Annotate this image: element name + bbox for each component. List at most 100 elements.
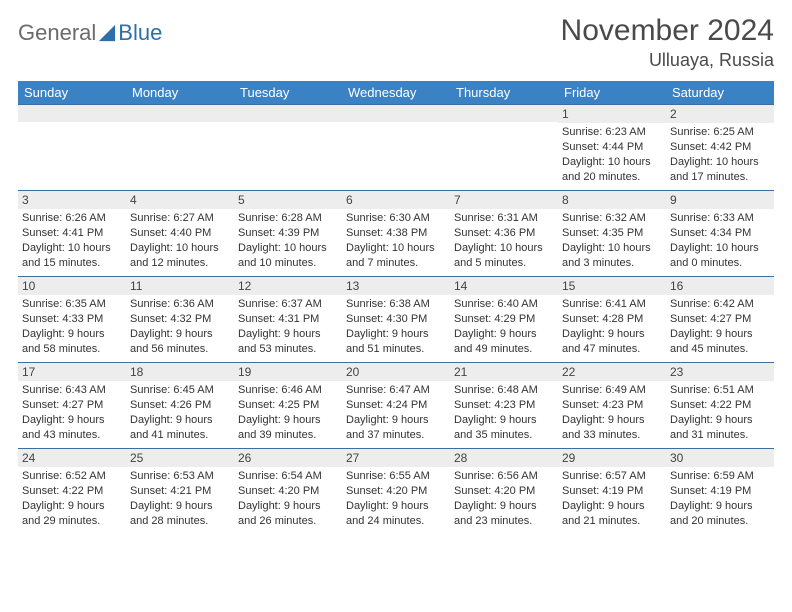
calendar-day-cell: 22 Sunrise: 6:49 AMSunset: 4:23 PMDayligh…	[558, 363, 666, 449]
sunrise-text: Sunrise: 6:59 AM	[670, 469, 770, 484]
daylight-text: Daylight: 10 hours and 17 minutes.	[670, 155, 770, 185]
calendar-week-row: 3Sunrise: 6:26 AMSunset: 4:41 PMDaylight…	[18, 191, 774, 277]
sunrise-text: Sunrise: 6:33 AM	[670, 211, 770, 226]
sunrise-text: Sunrise: 6:32 AM	[562, 211, 662, 226]
location-label: Ulluaya, Russia	[561, 50, 774, 71]
daylight-text: Daylight: 9 hours and 26 minutes.	[238, 499, 338, 529]
daylight-text: Daylight: 10 hours and 7 minutes.	[346, 241, 446, 271]
sunrise-text: Sunrise: 6:36 AM	[130, 297, 230, 312]
sunset-text: Sunset: 4:29 PM	[454, 312, 554, 327]
sunrise-text: Sunrise: 6:52 AM	[22, 469, 122, 484]
day-number	[18, 105, 126, 122]
calendar-day-cell: 17Sunrise: 6:43 AMSunset: 4:27 PMDayligh…	[18, 363, 126, 449]
sunset-text: Sunset: 4:35 PM	[562, 226, 662, 241]
day-number: 20	[342, 363, 450, 381]
calendar-day-cell: 12Sunrise: 6:37 AMSunset: 4:31 PMDayligh…	[234, 277, 342, 363]
weekday-header: Sunday	[18, 81, 126, 105]
day-number: 22	[558, 363, 666, 381]
daylight-text: Daylight: 9 hours and 28 minutes.	[130, 499, 230, 529]
day-number: 15	[558, 277, 666, 295]
day-details: Sunrise: 6:46 AMSunset: 4:25 PMDaylight:…	[234, 381, 342, 446]
sunset-text: Sunset: 4:20 PM	[238, 484, 338, 499]
daylight-text: Daylight: 9 hours and 45 minutes.	[670, 327, 770, 357]
day-details: Sunrise: 6:53 AMSunset: 4:21 PMDaylight:…	[126, 467, 234, 532]
day-details: Sunrise: 6:59 AMSunset: 4:19 PMDaylight:…	[666, 467, 774, 532]
daylight-text: Daylight: 10 hours and 5 minutes.	[454, 241, 554, 271]
calendar-day-cell	[126, 105, 234, 191]
sunrise-text: Sunrise: 6:42 AM	[670, 297, 770, 312]
sunset-text: Sunset: 4:23 PM	[562, 398, 662, 413]
calendar-day-cell: 8Sunrise: 6:32 AMSunset: 4:35 PMDaylight…	[558, 191, 666, 277]
sunset-text: Sunset: 4:25 PM	[238, 398, 338, 413]
day-details: Sunrise: 6:43 AMSunset: 4:27 PMDaylight:…	[18, 381, 126, 446]
daylight-text: Daylight: 9 hours and 51 minutes.	[346, 327, 446, 357]
calendar-week-row: 24Sunrise: 6:52 AMSunset: 4:22 PMDayligh…	[18, 449, 774, 535]
daylight-text: Daylight: 10 hours and 10 minutes.	[238, 241, 338, 271]
day-details: Sunrise: 6:52 AMSunset: 4:22 PMDaylight:…	[18, 467, 126, 532]
day-number: 16	[666, 277, 774, 295]
day-details: Sunrise: 6:51 AMSunset: 4:22 PMDaylight:…	[666, 381, 774, 446]
calendar-day-cell: 4Sunrise: 6:27 AMSunset: 4:40 PMDaylight…	[126, 191, 234, 277]
sunrise-text: Sunrise: 6:51 AM	[670, 383, 770, 398]
day-number: 21	[450, 363, 558, 381]
sunrise-text: Sunrise: 6:55 AM	[346, 469, 446, 484]
sunset-text: Sunset: 4:32 PM	[130, 312, 230, 327]
sunrise-text: Sunrise: 6:47 AM	[346, 383, 446, 398]
calendar-day-cell: 10Sunrise: 6:35 AMSunset: 4:33 PMDayligh…	[18, 277, 126, 363]
calendar-day-cell: 27Sunrise: 6:55 AMSunset: 4:20 PMDayligh…	[342, 449, 450, 535]
daylight-text: Daylight: 10 hours and 20 minutes.	[562, 155, 662, 185]
day-number	[234, 105, 342, 122]
sunrise-text: Sunrise: 6:31 AM	[454, 211, 554, 226]
weekday-header: Monday	[126, 81, 234, 105]
daylight-text: Daylight: 9 hours and 41 minutes.	[130, 413, 230, 443]
daylight-text: Daylight: 9 hours and 23 minutes.	[454, 499, 554, 529]
sunset-text: Sunset: 4:44 PM	[562, 140, 662, 155]
sunrise-text: Sunrise: 6:27 AM	[130, 211, 230, 226]
page-title: November 2024	[561, 14, 774, 48]
calendar-day-cell: 15Sunrise: 6:41 AMSunset: 4:28 PMDayligh…	[558, 277, 666, 363]
day-details: Sunrise: 6:26 AMSunset: 4:41 PMDaylight:…	[18, 209, 126, 274]
sunrise-text: Sunrise: 6:48 AM	[454, 383, 554, 398]
daylight-text: Daylight: 9 hours and 21 minutes.	[562, 499, 662, 529]
daylight-text: Daylight: 9 hours and 29 minutes.	[22, 499, 122, 529]
day-number: 23	[666, 363, 774, 381]
header: General Blue November 2024 Ulluaya, Russ…	[18, 14, 774, 71]
day-number: 4	[126, 191, 234, 209]
calendar-day-cell: 1Sunrise: 6:23 AMSunset: 4:44 PMDaylight…	[558, 105, 666, 191]
sunset-text: Sunset: 4:38 PM	[346, 226, 446, 241]
day-details: Sunrise: 6:54 AMSunset: 4:20 PMDaylight:…	[234, 467, 342, 532]
sunrise-text: Sunrise: 6:53 AM	[130, 469, 230, 484]
sunrise-text: Sunrise: 6:26 AM	[22, 211, 122, 226]
title-block: November 2024 Ulluaya, Russia	[561, 14, 774, 71]
daylight-text: Daylight: 9 hours and 53 minutes.	[238, 327, 338, 357]
calendar-day-cell: 7Sunrise: 6:31 AMSunset: 4:36 PMDaylight…	[450, 191, 558, 277]
sunset-text: Sunset: 4:41 PM	[22, 226, 122, 241]
sunrise-text: Sunrise: 6:49 AM	[562, 383, 662, 398]
day-number: 26	[234, 449, 342, 467]
daylight-text: Daylight: 9 hours and 24 minutes.	[346, 499, 446, 529]
day-details: Sunrise: 6:42 AMSunset: 4:27 PMDaylight:…	[666, 295, 774, 360]
daylight-text: Daylight: 9 hours and 58 minutes.	[22, 327, 122, 357]
sunset-text: Sunset: 4:40 PM	[130, 226, 230, 241]
day-details: Sunrise: 6:47 AMSunset: 4:24 PMDaylight:…	[342, 381, 450, 446]
daylight-text: Daylight: 9 hours and 37 minutes.	[346, 413, 446, 443]
calendar-week-row: 1Sunrise: 6:23 AMSunset: 4:44 PMDaylight…	[18, 105, 774, 191]
calendar-day-cell: 11Sunrise: 6:36 AMSunset: 4:32 PMDayligh…	[126, 277, 234, 363]
sunset-text: Sunset: 4:26 PM	[130, 398, 230, 413]
brand-text-2: Blue	[118, 20, 162, 46]
day-number: 2	[666, 105, 774, 123]
sunrise-text: Sunrise: 6:25 AM	[670, 125, 770, 140]
calendar-day-cell: 23Sunrise: 6:51 AMSunset: 4:22 PMDayligh…	[666, 363, 774, 449]
calendar-day-cell	[234, 105, 342, 191]
sunset-text: Sunset: 4:28 PM	[562, 312, 662, 327]
weekday-header: Friday	[558, 81, 666, 105]
calendar-day-cell: 30Sunrise: 6:59 AMSunset: 4:19 PMDayligh…	[666, 449, 774, 535]
sunset-text: Sunset: 4:21 PM	[130, 484, 230, 499]
sunrise-text: Sunrise: 6:56 AM	[454, 469, 554, 484]
brand-text-1: General	[18, 20, 96, 46]
day-number: 17	[18, 363, 126, 381]
day-number: 29	[558, 449, 666, 467]
sunset-text: Sunset: 4:20 PM	[454, 484, 554, 499]
daylight-text: Daylight: 9 hours and 33 minutes.	[562, 413, 662, 443]
sunset-text: Sunset: 4:22 PM	[22, 484, 122, 499]
